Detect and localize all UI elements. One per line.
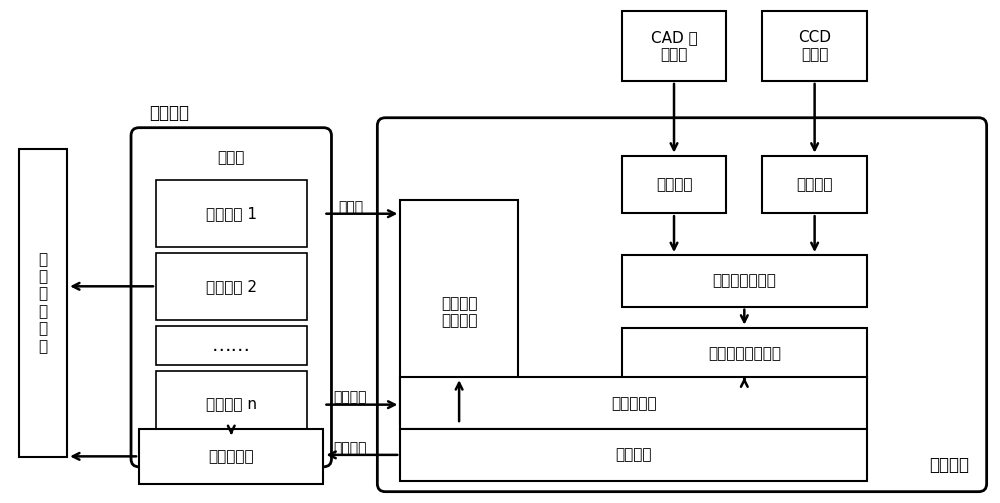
- Text: 数控设备 n: 数控设备 n: [206, 397, 257, 412]
- Text: 虚拟空间
平台建模: 虚拟空间 平台建模: [441, 296, 477, 328]
- FancyBboxPatch shape: [622, 155, 726, 213]
- Text: 防碰撞计算: 防碰撞计算: [611, 396, 656, 410]
- Text: 虚拟模型: 虚拟模型: [656, 177, 692, 192]
- Text: 数控设备 1: 数控设备 1: [206, 206, 257, 221]
- Text: CCD
摄像机: CCD 摄像机: [798, 30, 831, 62]
- Text: 人
机
交
互
平
台: 人 机 交 互 平 台: [39, 252, 48, 354]
- FancyBboxPatch shape: [156, 253, 307, 319]
- Text: 设备群: 设备群: [218, 150, 245, 165]
- Text: 夹具与异物检测: 夹具与异物检测: [712, 273, 776, 288]
- FancyBboxPatch shape: [156, 371, 307, 438]
- FancyBboxPatch shape: [139, 429, 323, 484]
- FancyBboxPatch shape: [622, 255, 867, 307]
- Text: 安全路径: 安全路径: [334, 441, 367, 455]
- Text: 零件位姿自动识别: 零件位姿自动识别: [708, 346, 781, 361]
- Text: 虚拟化: 虚拟化: [338, 200, 363, 214]
- FancyBboxPatch shape: [19, 148, 67, 457]
- FancyBboxPatch shape: [400, 377, 867, 429]
- FancyBboxPatch shape: [622, 327, 867, 379]
- Text: 设备控制系: 设备控制系: [208, 449, 254, 464]
- Text: 路径规划: 路径规划: [615, 447, 652, 462]
- FancyBboxPatch shape: [156, 181, 307, 247]
- FancyBboxPatch shape: [156, 325, 307, 365]
- FancyBboxPatch shape: [622, 12, 726, 81]
- FancyBboxPatch shape: [400, 429, 867, 481]
- FancyBboxPatch shape: [762, 155, 867, 213]
- Text: 数控设备 2: 数控设备 2: [206, 279, 257, 294]
- Text: 实体空间: 实体空间: [149, 104, 189, 122]
- FancyBboxPatch shape: [131, 128, 331, 467]
- FancyBboxPatch shape: [762, 12, 867, 81]
- Text: 运动企图: 运动企图: [334, 391, 367, 404]
- Text: 虚拟空间: 虚拟空间: [929, 456, 969, 474]
- FancyBboxPatch shape: [400, 200, 518, 424]
- Text: 图像模型: 图像模型: [796, 177, 833, 192]
- FancyBboxPatch shape: [377, 118, 987, 491]
- Text: CAD 零
件接口: CAD 零 件接口: [651, 30, 697, 62]
- Text: ……: ……: [212, 336, 251, 355]
